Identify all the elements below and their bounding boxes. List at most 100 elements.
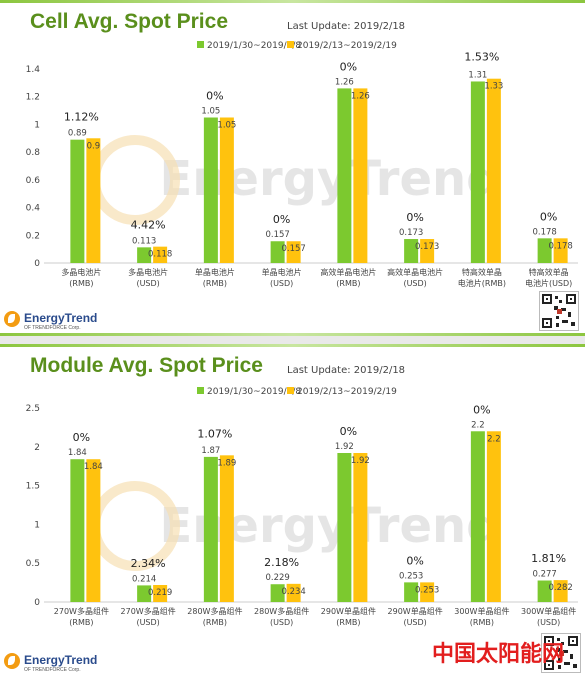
category-label: 290W单晶组件 — [388, 606, 443, 616]
data-label: 1.87 — [201, 446, 220, 456]
data-label: 0.9 — [87, 141, 101, 151]
category-label: (RMB) — [203, 279, 227, 288]
legend-swatch — [287, 387, 294, 394]
change-label: 0% — [406, 554, 423, 567]
data-label: 0.178 — [532, 227, 556, 237]
brand-subtitle: OF TRENDFORCE Corp. — [24, 325, 81, 331]
last-update-text: Last Update: 2019/2/18 — [287, 365, 406, 376]
bar-series-2 — [219, 117, 234, 263]
data-label: 0.214 — [132, 574, 156, 584]
bar-series-1 — [537, 238, 552, 263]
data-label: 0.219 — [148, 588, 172, 598]
category-label: 多晶电池片 — [128, 267, 168, 277]
category-label: 多晶电池片 — [61, 267, 101, 277]
y-tick-label: 1.4 — [26, 65, 41, 75]
bar-series-2 — [286, 583, 301, 602]
category-label: (USD) — [537, 618, 560, 627]
bar-series-1 — [270, 241, 285, 263]
data-label: 1.05 — [201, 107, 220, 117]
data-label: 0.173 — [399, 228, 423, 238]
category-label: 电池片(RMB) — [458, 278, 506, 288]
data-label: 0.118 — [148, 250, 172, 260]
category-label: (RMB) — [203, 618, 227, 627]
legend-label: 2019/2/13~2019/2/19 — [297, 387, 397, 397]
data-label: 1.92 — [351, 456, 370, 466]
change-label: 0% — [340, 425, 357, 438]
bar-series-2 — [219, 455, 234, 602]
category-label: (RMB) — [69, 618, 93, 627]
bar-series-2 — [353, 453, 368, 602]
data-label: 1.26 — [335, 77, 354, 87]
y-tick-label: 1 — [34, 520, 40, 530]
bar-series-2 — [86, 138, 101, 263]
y-tick-label: 0.5 — [26, 559, 40, 569]
category-label: 300W单晶组件 — [521, 606, 576, 616]
brand-name: EnergyTrend — [24, 653, 98, 667]
change-label: 0% — [406, 211, 423, 224]
data-label: 0.157 — [265, 230, 289, 240]
y-tick-label: 0.2 — [26, 231, 40, 241]
bar-series-1 — [203, 456, 218, 602]
category-label: (USD) — [136, 279, 159, 288]
category-label: (USD) — [270, 618, 293, 627]
change-label: 1.12% — [64, 110, 99, 123]
panel-top-accent — [0, 344, 585, 347]
category-label: (RMB) — [69, 279, 93, 288]
panel-divider — [0, 336, 585, 344]
category-label: 单晶电池片 — [262, 267, 302, 277]
category-label: 特高效单晶 — [462, 267, 502, 277]
qr-pattern — [544, 636, 578, 670]
category-label: (USD) — [403, 279, 426, 288]
change-label: 0% — [340, 60, 357, 73]
category-label: (USD) — [136, 618, 159, 627]
legend-label: 2019/1/30~2019/2/8 — [207, 41, 301, 51]
site-watermark: 中国太阳能网 — [432, 642, 565, 667]
category-label: 270W多晶组件 — [121, 606, 176, 616]
data-label: 1.84 — [68, 448, 87, 458]
data-label: 2.2 — [471, 420, 485, 430]
y-tick-label: 0.4 — [26, 204, 41, 214]
panel-bottom-accent — [0, 333, 585, 336]
data-label: 1.92 — [335, 442, 354, 452]
category-label: 290W单晶组件 — [321, 606, 376, 616]
y-tick-label: 0.8 — [26, 148, 41, 158]
y-tick-label: 0 — [34, 259, 40, 269]
qr-pattern — [542, 294, 576, 328]
bar-series-1 — [337, 88, 352, 264]
data-label: 0.253 — [415, 585, 439, 595]
bar-series-2 — [553, 580, 568, 602]
category-label: 270W多晶组件 — [54, 606, 109, 616]
data-label: 0.253 — [399, 571, 423, 581]
bar-series-1 — [137, 585, 152, 602]
data-label: 0.173 — [415, 242, 439, 252]
y-tick-label: 0 — [34, 598, 40, 608]
bar-series-2 — [353, 88, 368, 264]
data-label: 1.89 — [217, 458, 236, 468]
bar-series-2 — [486, 78, 501, 263]
bar-series-2 — [553, 238, 568, 263]
bar-series-1 — [70, 139, 85, 263]
energytrend-logo-icon — [4, 653, 20, 669]
category-label: (RMB) — [470, 618, 494, 627]
bar-series-1 — [337, 453, 352, 602]
bar-series-1 — [537, 580, 552, 602]
bar-series-1 — [203, 117, 218, 263]
bar-series-1 — [270, 584, 285, 602]
data-label: 0.89 — [68, 129, 87, 139]
cell-price-panel: Cell Avg. Spot Price Last Update: 2019/2… — [0, 0, 585, 336]
category-label: 单晶电池片 — [195, 267, 235, 277]
y-tick-label: 0.6 — [26, 176, 41, 186]
category-label: 300W单晶组件 — [454, 606, 509, 616]
legend-label: 2019/1/30~2019/2/8 — [207, 387, 301, 397]
data-label: 0.282 — [548, 583, 572, 593]
category-label: 电池片(USD) — [525, 278, 572, 288]
chart-title: Module Avg. Spot Price — [30, 354, 263, 377]
y-tick-label: 1 — [34, 120, 40, 130]
data-label: 0.234 — [281, 587, 305, 597]
module-price-chart: EnergyTrend00.511.522.52019/1/30~2019/2/… — [26, 387, 578, 627]
category-label: 280W多晶组件 — [187, 606, 242, 616]
last-update-text: Last Update: 2019/2/18 — [287, 21, 406, 32]
bar-series-2 — [153, 246, 168, 263]
data-label: 1.33 — [484, 82, 503, 92]
data-label: 0.277 — [532, 570, 556, 580]
